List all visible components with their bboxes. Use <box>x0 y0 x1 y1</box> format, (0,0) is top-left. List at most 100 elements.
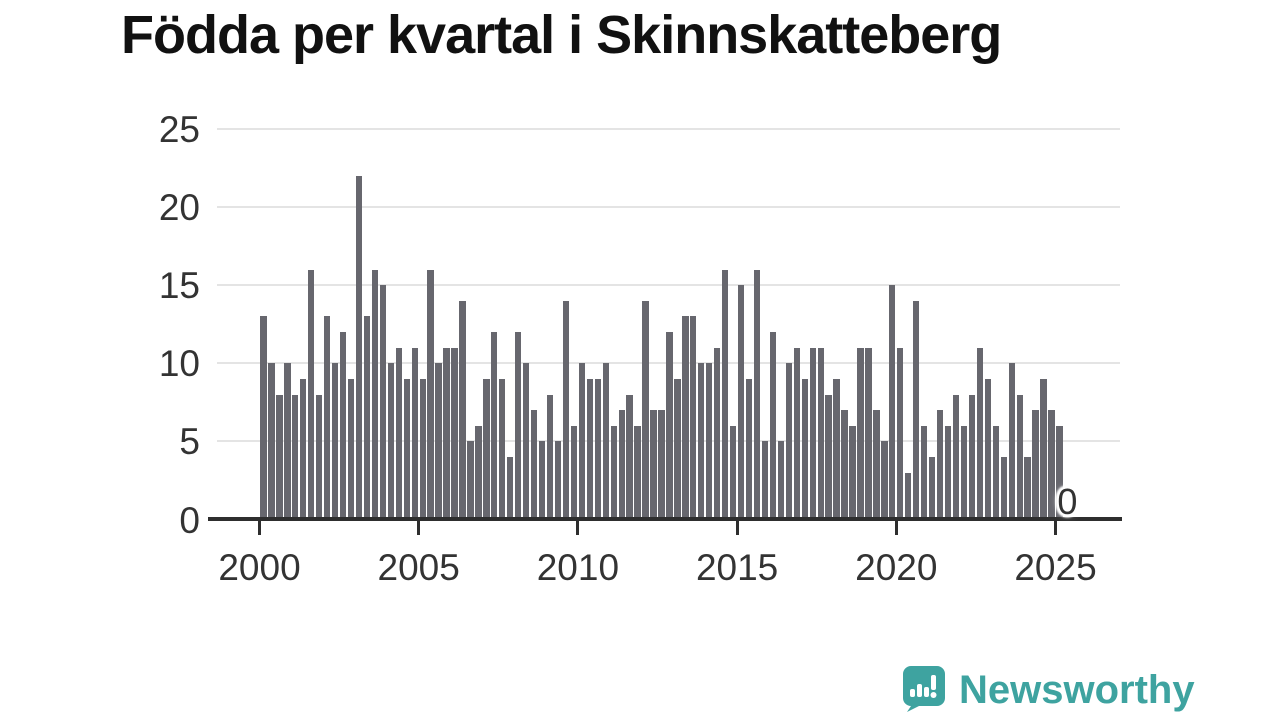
bar <box>634 425 641 520</box>
bar <box>714 347 721 520</box>
bar <box>427 269 434 520</box>
bar <box>849 425 856 520</box>
bar <box>674 378 681 520</box>
x-axis-tick <box>417 521 421 535</box>
x-axis-line <box>208 517 1122 521</box>
bar <box>363 316 371 520</box>
bar <box>451 347 458 520</box>
y-axis-tick-label: 25 <box>158 109 200 150</box>
newsworthy-logo-text: Newsworthy <box>959 668 1195 712</box>
x-axis-tick-label: 2020 <box>855 547 938 588</box>
bar <box>658 410 665 520</box>
bar <box>1056 425 1063 520</box>
bar <box>554 441 562 520</box>
bar <box>331 363 339 520</box>
bar <box>308 269 315 520</box>
bar <box>530 410 538 520</box>
bar <box>976 347 984 520</box>
bar <box>992 425 999 520</box>
x-axis-tick-label: 2000 <box>218 547 301 588</box>
y-axis-tick-label: 15 <box>158 265 200 307</box>
bar <box>769 332 777 520</box>
bar <box>825 394 832 520</box>
bar <box>952 394 960 520</box>
bar <box>745 378 753 520</box>
bar <box>562 300 570 520</box>
bar <box>435 363 442 520</box>
y-axis-tick-label: 20 <box>158 187 200 229</box>
bar <box>379 285 387 520</box>
x-axis-tick <box>735 521 739 535</box>
x-axis-tick <box>894 521 898 535</box>
bar <box>928 457 936 520</box>
bar <box>515 332 522 520</box>
bar <box>968 394 976 520</box>
x-axis-tick <box>258 521 261 535</box>
bar <box>499 378 506 520</box>
bar <box>1032 410 1039 520</box>
bar <box>721 269 729 520</box>
bar <box>841 410 848 520</box>
bar <box>284 363 291 520</box>
x-axis-tick <box>576 521 580 535</box>
gridline <box>217 206 1120 209</box>
y-axis-tick-label: 10 <box>158 343 200 385</box>
x-axis-tick <box>1054 521 1057 535</box>
bar <box>785 363 793 520</box>
bar <box>347 378 355 520</box>
bar <box>881 441 888 520</box>
bar <box>889 285 896 520</box>
bar <box>355 175 363 520</box>
bar <box>475 425 482 520</box>
bar <box>300 378 307 520</box>
last-value-zero-label: 0 <box>1057 480 1078 522</box>
bar <box>594 378 601 520</box>
bar <box>610 425 617 520</box>
bar <box>761 441 769 520</box>
bar <box>817 347 824 520</box>
bar <box>292 394 299 520</box>
bar <box>1000 457 1007 520</box>
bar <box>602 363 609 520</box>
bar <box>268 363 275 520</box>
bar <box>260 316 267 520</box>
x-axis-tick-label: 2025 <box>1014 547 1097 588</box>
bar <box>626 394 633 520</box>
chart-title: Födda per kvartal i Skinnskatteberg <box>121 5 1002 65</box>
bar <box>960 425 968 520</box>
bar <box>546 394 554 520</box>
bar <box>984 378 992 520</box>
bar <box>403 378 410 520</box>
bar <box>729 425 737 520</box>
bar <box>323 316 331 520</box>
gridline <box>217 128 1120 130</box>
gridline <box>217 284 1120 287</box>
bar <box>491 332 498 520</box>
bar <box>873 410 880 520</box>
x-axis-tick-label: 2010 <box>536 547 620 588</box>
bar <box>865 347 872 520</box>
bar <box>1008 363 1015 520</box>
bar <box>642 300 649 520</box>
bar <box>538 441 546 520</box>
bar <box>1040 378 1047 520</box>
bar <box>801 378 808 520</box>
bar <box>387 363 395 520</box>
bar <box>586 378 594 520</box>
bar <box>897 347 904 520</box>
newsworthy-logo: Newsworthy <box>899 664 1195 717</box>
bar <box>650 410 657 520</box>
bar <box>339 332 347 520</box>
bar <box>419 378 426 520</box>
bar <box>698 363 705 520</box>
bar <box>459 300 466 520</box>
bar <box>737 285 745 520</box>
x-axis-tick-label: 2015 <box>695 547 779 588</box>
bar <box>1016 394 1023 520</box>
bar <box>706 363 713 520</box>
bar <box>666 332 673 520</box>
bar <box>618 410 625 520</box>
bar <box>936 410 944 520</box>
bar <box>507 457 514 520</box>
